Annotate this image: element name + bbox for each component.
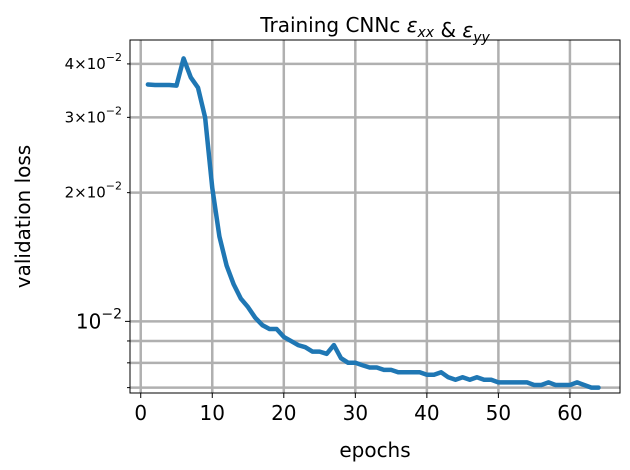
tick-labels: 0 10 20 30 40 50 60 2×10−2 3×10−2 4×10−2 10−2 [65,51,583,425]
plot-frame [129,39,621,394]
y-tick-label: 10−2 [76,306,122,333]
x-tick-label: 60 [557,401,582,425]
series-line [145,56,601,390]
chart-title: Training CNNc εxx & εyy [259,13,490,46]
x-tick-label: 30 [343,401,368,425]
x-tick-label: 0 [134,401,147,425]
series-line-group [145,56,601,390]
grid [130,40,620,393]
chart-title-text: Training CNNc [259,13,400,37]
x-tick-label: 10 [200,401,225,425]
y-tick-label: 3×10−2 [65,104,122,126]
y-axis-label: validation loss [11,145,35,288]
y-tick-label: 4×10−2 [65,51,122,73]
x-tick-label: 20 [271,401,296,425]
x-axis-label: epochs [339,438,410,462]
y-tick-label: 2×10−2 [65,180,122,202]
x-tick-label: 50 [486,401,511,425]
x-tick-label: 40 [414,401,439,425]
